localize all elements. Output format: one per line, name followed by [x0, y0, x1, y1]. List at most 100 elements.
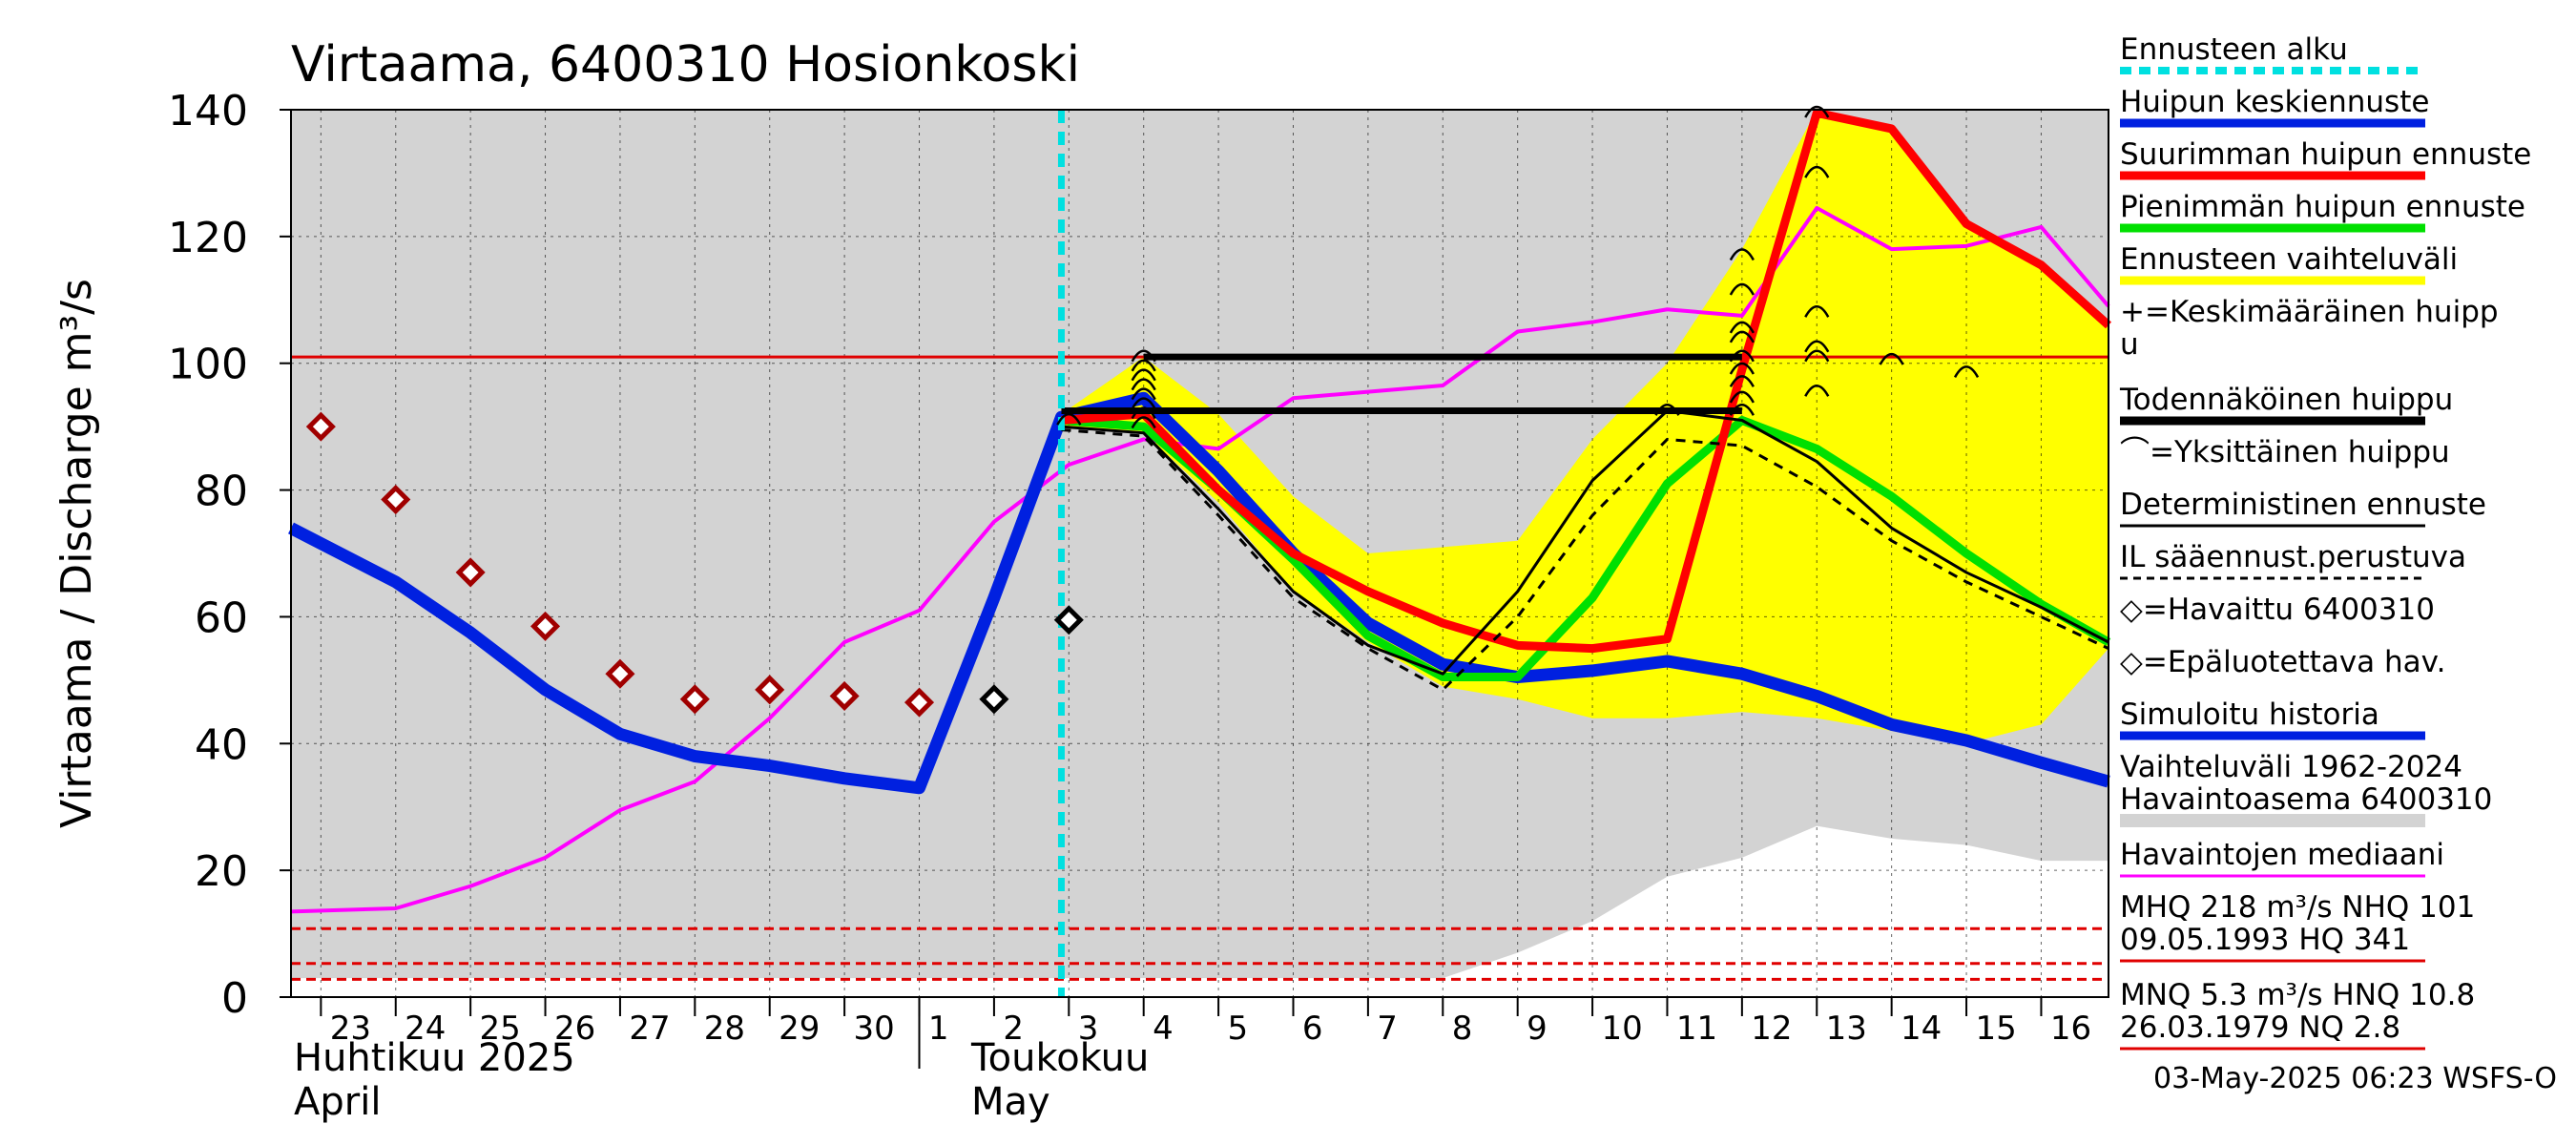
chart-title: Virtaama, 6400310 Hosionkoski [291, 36, 1080, 94]
x-tick-label: 14 [1901, 1010, 1942, 1048]
y-tick-label: 140 [168, 87, 248, 135]
series-line-suurimman-huipun-ennuste [1061, 108, 2112, 654]
individual-peak-marker [1879, 352, 1904, 365]
individual-peak-marker [1654, 403, 1680, 416]
observation-marker [979, 684, 1009, 715]
unreliable-observation-marker [679, 684, 710, 715]
legend-label-secondary: u [2120, 327, 2139, 362]
x-tick-label: 9 [1527, 1010, 1548, 1048]
x-tick-label: 11 [1676, 1010, 1717, 1048]
historical-range-lower-bound [291, 825, 2109, 997]
marker-layer [305, 105, 1980, 718]
unreliable-observation-marker [605, 658, 635, 689]
y-tick-label: 0 [221, 974, 248, 1023]
individual-peak-marker [1729, 403, 1755, 416]
x-tick-label: 28 [704, 1010, 745, 1048]
x-tick-label: 26 [554, 1010, 595, 1048]
x-tick-label: 1 [928, 1010, 949, 1048]
legend-label-pienimm-n-huipun-ennuste: Pienimmän huipun ennuste [2120, 190, 2525, 224]
legend-label-deterministinen-ennuste: Deterministinen ennuste [2120, 488, 2486, 522]
legend-label-mnq-5-3-m-s-hnq-10-8: MNQ 5.3 m³/s HNQ 10.8 [2120, 978, 2475, 1012]
legend-label-todenn-k-inen-huippu: Todennäköinen huippu [2119, 383, 2453, 417]
month-april-en: April [294, 1080, 381, 1124]
x-tick-label: 5 [1228, 1010, 1249, 1048]
unreliable-observation-marker [904, 687, 935, 718]
plot-area [288, 105, 2112, 998]
x-tick-label: 7 [1377, 1010, 1398, 1048]
legend: Ennusteen alku Huipun keskiennuste Suurimm… [2119, 32, 2531, 1051]
individual-peak-marker [1729, 349, 1755, 363]
series-line-simuloitu-historia [288, 391, 2110, 795]
unreliable-observation-marker [755, 675, 785, 705]
legend-label-simuloitu-historia: Simuloitu historia [2120, 697, 2379, 732]
x-tick-label: 12 [1751, 1010, 1792, 1048]
individual-peak-marker [1729, 282, 1755, 296]
month-may-fi: Toukokuu [970, 1036, 1149, 1080]
legend-label-secondary: 26.03.1979 NQ 2.8 [2120, 1010, 2400, 1045]
y-tick-label: 120 [168, 214, 248, 262]
individual-peak-marker [1804, 349, 1830, 363]
legend-label-vaihteluv-li-1962-2024: Vaihteluväli 1962-2024 [2120, 750, 2462, 784]
individual-peak-marker [1131, 378, 1156, 391]
series-line-havaintojen-mediaani [290, 205, 2110, 914]
unreliable-observation-marker [305, 411, 336, 442]
x-tick-label: 29 [779, 1010, 820, 1048]
month-april-fi: Huhtikuu 2025 [294, 1036, 575, 1080]
y-tick-label: 40 [195, 720, 248, 769]
x-tick-label: 27 [629, 1010, 670, 1048]
individual-peak-marker [1729, 375, 1755, 387]
series-line-il-s-ennust-perustuva [1061, 427, 2109, 692]
month-may-en: May [971, 1080, 1050, 1124]
individual-peak-marker [1804, 305, 1830, 318]
individual-peak-marker [1953, 365, 1980, 378]
individual-peak-marker [1056, 412, 1082, 426]
series-line-deterministinen-ennuste [1061, 409, 2109, 676]
legend-label-havaittu-6400310: ◇=Havaittu 6400310 [2120, 593, 2435, 627]
individual-peak-marker [1729, 248, 1755, 261]
individual-peak-marker [1131, 349, 1156, 363]
x-tick-label: 15 [1975, 1010, 2016, 1048]
x-tick-label: 16 [2050, 1010, 2091, 1048]
individual-peak-marker [1804, 105, 1830, 118]
legend-label-il-s-ennust-perustuva: IL sääennust.perustuva [2120, 540, 2466, 574]
footer-timestamp: 03-May-2025 06:23 WSFS-O [2153, 1062, 2557, 1095]
x-tick-label: 25 [480, 1010, 521, 1048]
individual-peak-marker [1131, 368, 1156, 382]
x-tick-label: 4 [1153, 1010, 1174, 1048]
individual-peak-marker [1804, 340, 1830, 353]
legend-label-ennusteen-alku: Ennusteen alku [2120, 32, 2348, 67]
legend-label-ep-luotettava-hav: ◇=Epäluotettava hav. [2120, 645, 2445, 679]
unreliable-observation-marker [381, 485, 411, 515]
y-tick-label: 60 [195, 593, 248, 642]
observation-marker [1053, 605, 1084, 635]
individual-peak-marker [1131, 406, 1156, 420]
legend-label-havaintojen-mediaani: Havaintojen mediaani [2120, 838, 2444, 872]
legend-label-mhq-218-m-s-nhq-101: MHQ 218 m³/s NHQ 101 [2120, 890, 2475, 925]
unreliable-observation-marker [455, 557, 486, 588]
individual-peak-marker [1131, 387, 1156, 401]
legend-label-secondary: 09.05.1993 HQ 341 [2120, 923, 2410, 957]
legend-label-suurimman-huipun-ennuste: Suurimman huipun ennuste [2120, 137, 2531, 172]
plot-frame [290, 109, 2109, 998]
x-tick-label: 24 [405, 1010, 446, 1048]
individual-peak-marker [1804, 385, 1830, 397]
y-tick-label: 20 [195, 847, 248, 896]
individual-peak-marker [1804, 165, 1830, 178]
legend-label-ennusteen-vaihteluv-li: Ennusteen vaihteluväli [2120, 242, 2458, 277]
y-tick-label: 100 [168, 341, 248, 389]
legend-label-huipun-keskiennuste: Huipun keskiennuste [2120, 85, 2429, 119]
individual-peak-marker [1729, 390, 1755, 404]
individual-peak-marker [1131, 359, 1156, 372]
individual-peak-marker [1729, 321, 1755, 334]
x-tick-label: 2 [1003, 1010, 1024, 1048]
individual-peak-marker [1131, 416, 1156, 429]
legend-label-secondary: Havaintoasema 6400310 [2120, 782, 2492, 817]
x-tick-label: 3 [1078, 1010, 1099, 1048]
individual-peak-marker [1729, 330, 1755, 344]
x-tick-label: 23 [330, 1010, 371, 1048]
individual-peak-marker [1729, 362, 1755, 375]
unreliable-observation-marker [530, 611, 561, 641]
y-axis-label: Virtaama / Discharge m³/s [52, 279, 101, 828]
